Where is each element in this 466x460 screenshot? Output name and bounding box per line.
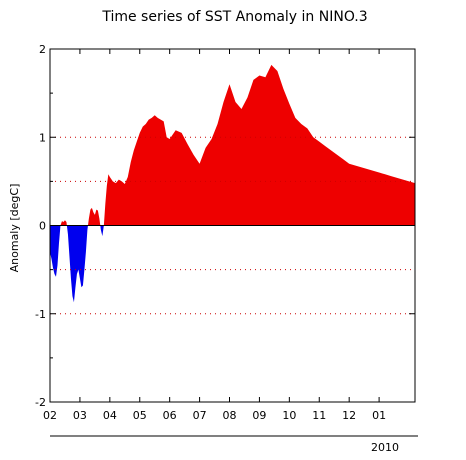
- y-tick-label: 1: [39, 131, 46, 144]
- x-tick-label: 09: [252, 409, 266, 422]
- negative-anomaly-area: [50, 225, 415, 303]
- year-label: 2010: [371, 441, 399, 454]
- chart-title: Time series of SST Anomaly in NINO.3: [101, 9, 367, 25]
- y-tick-label: 0: [39, 220, 46, 233]
- positive-anomaly-area: [50, 64, 415, 226]
- x-tick-label: 03: [73, 409, 87, 422]
- x-tick-label: 01: [372, 409, 386, 422]
- x-tick-label: 06: [163, 409, 177, 422]
- y-tick-label: 2: [39, 43, 46, 56]
- y-axis-label: Anomaly [degC]: [8, 184, 21, 273]
- x-tick-label: 11: [312, 409, 326, 422]
- x-tick-label: 08: [223, 409, 237, 422]
- x-tick-label: 10: [282, 409, 296, 422]
- x-tick-label: 05: [133, 409, 147, 422]
- y-tick-label: -2: [35, 396, 46, 409]
- y-tick-label: -1: [35, 308, 46, 321]
- x-tick-label: 02: [43, 409, 57, 422]
- x-tick-label: 04: [103, 409, 117, 422]
- x-tick-label: 12: [342, 409, 356, 422]
- x-tick-label: 07: [193, 409, 207, 422]
